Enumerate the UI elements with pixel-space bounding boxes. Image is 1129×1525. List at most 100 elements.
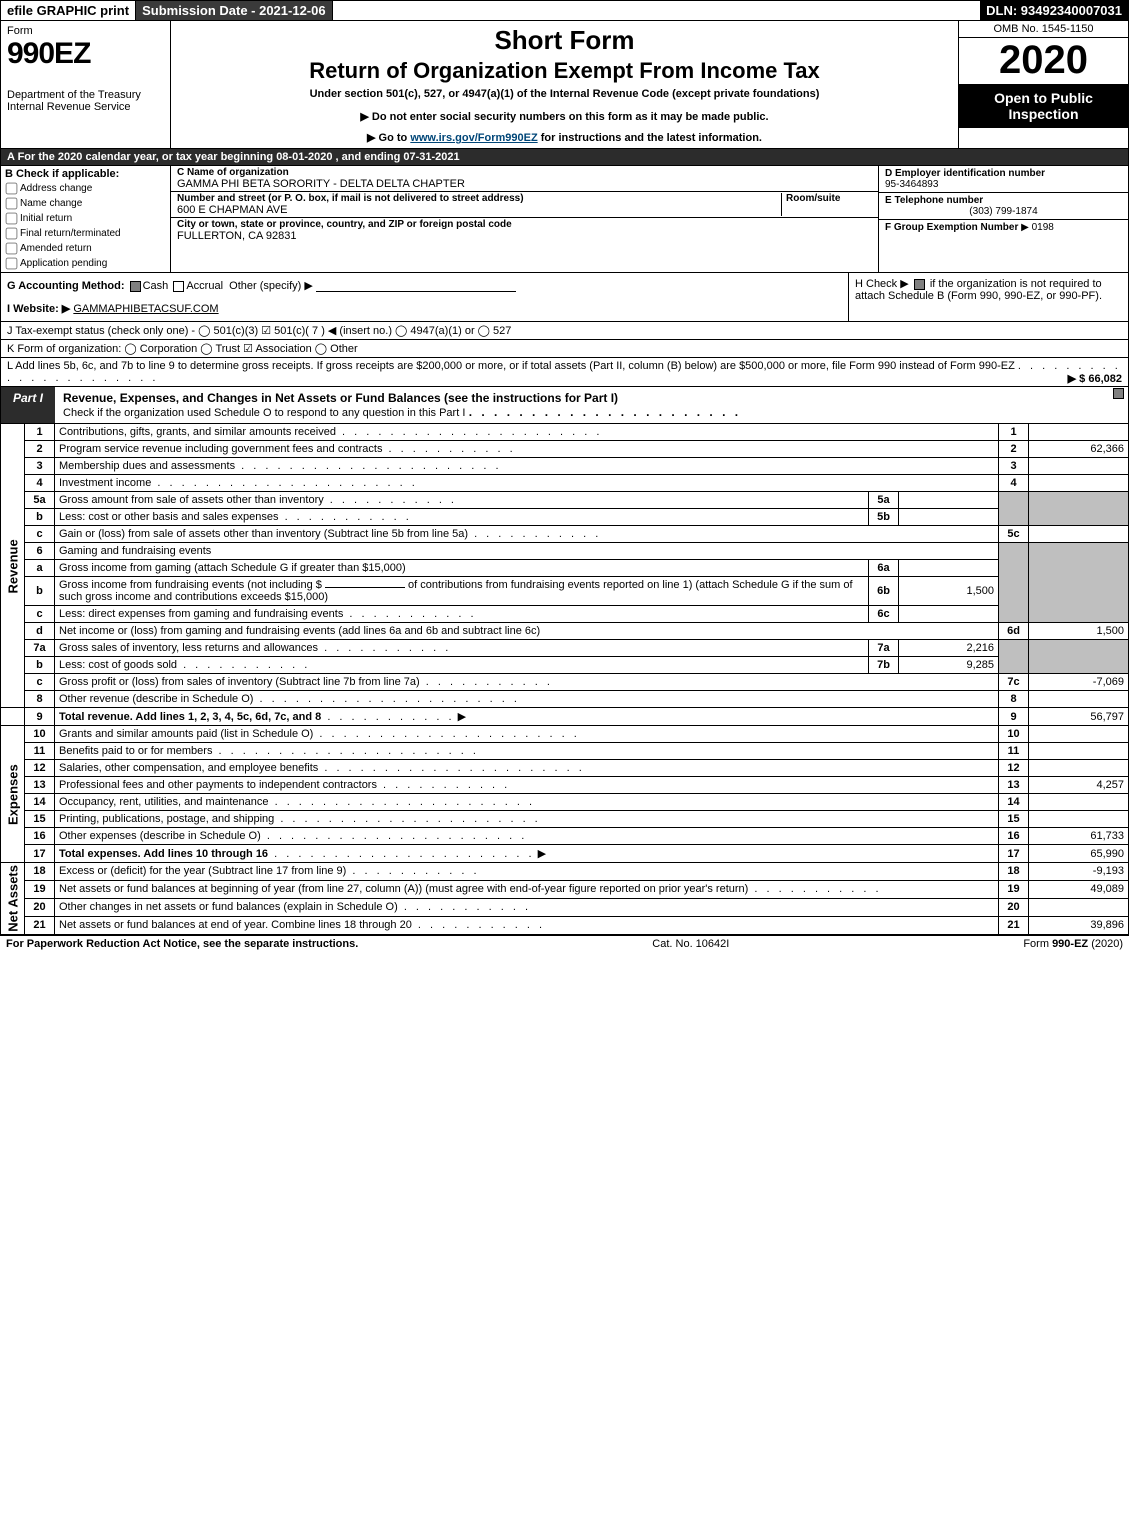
chk-name-change[interactable]: Name change: [5, 197, 166, 210]
r9-num: 9: [25, 708, 55, 726]
goto-pre: ▶ Go to: [367, 132, 410, 144]
r6c-num: c: [25, 606, 55, 623]
r6d-text: Net income or (loss) from gaming and fun…: [59, 625, 540, 637]
r10-col: 10: [999, 726, 1029, 743]
line-j: J Tax-exempt status (check only one) - ◯…: [0, 322, 1129, 340]
r1-col: 1: [999, 424, 1029, 441]
r6b-blank[interactable]: [325, 587, 405, 588]
box-b: B Check if applicable: Address change Na…: [1, 166, 171, 272]
r13-col: 13: [999, 777, 1029, 794]
form-header: Form 990EZ Department of the Treasury In…: [0, 21, 1129, 149]
r1-text: Contributions, gifts, grants, and simila…: [59, 426, 336, 438]
l-text: L Add lines 5b, 6c, and 7b to line 9 to …: [7, 360, 1015, 372]
org-block: B Check if applicable: Address change Na…: [0, 166, 1129, 273]
irs-link[interactable]: www.irs.gov/Form990EZ: [410, 132, 537, 144]
r7a-ml: 7a: [869, 640, 899, 657]
r21-amt: 39,896: [1029, 916, 1129, 934]
r7a-num: 7a: [25, 640, 55, 657]
footer-center: Cat. No. 10642I: [652, 938, 729, 950]
r9-amt: 56,797: [1029, 708, 1129, 726]
r3-amt: [1029, 458, 1129, 475]
r7ab-amt-shade: [1029, 640, 1129, 674]
r19-num: 19: [25, 880, 55, 898]
netassets-side-label: Net Assets: [1, 863, 25, 935]
r19-col: 19: [999, 880, 1029, 898]
r11-col: 11: [999, 743, 1029, 760]
phone-value: (303) 799-1874: [885, 206, 1122, 217]
form-word: Form: [7, 25, 164, 37]
r4-col: 4: [999, 475, 1029, 492]
r6-amt-shade: [1029, 543, 1129, 623]
r5ab-shade: [999, 492, 1029, 526]
efile-print-label[interactable]: efile GRAPHIC print: [1, 1, 136, 20]
r9-col: 9: [999, 708, 1029, 726]
r11-amt: [1029, 743, 1129, 760]
chk-schedule-b[interactable]: [914, 279, 925, 290]
r4-num: 4: [25, 475, 55, 492]
org-name: GAMMA PHI BETA SORORITY - DELTA DELTA CH…: [177, 178, 872, 190]
l-amount: ▶ $ 66,082: [1068, 372, 1122, 385]
r5b-ml: 5b: [869, 509, 899, 526]
tax-year: 2020: [959, 38, 1128, 84]
line-h: H Check ▶ if the organization is not req…: [848, 273, 1128, 321]
chk-address-change[interactable]: Address change: [5, 182, 166, 195]
room-label: Room/suite: [786, 193, 872, 204]
chk-final-return[interactable]: Final return/terminated: [5, 227, 166, 240]
r6d-amt: 1,500: [1029, 623, 1129, 640]
r6b-text1: Gross income from fundraising events (no…: [59, 579, 322, 591]
other-specify-field[interactable]: [316, 280, 516, 292]
r7c-text: Gross profit or (loss) from sales of inv…: [59, 676, 420, 688]
part1-tag: Part I: [1, 387, 55, 423]
r15-text: Printing, publications, postage, and shi…: [59, 813, 274, 825]
r21-col: 21: [999, 916, 1029, 934]
r8-col: 8: [999, 691, 1029, 708]
r20-num: 20: [25, 898, 55, 916]
chk-application-pending[interactable]: Application pending: [5, 257, 166, 270]
chk-accrual[interactable]: [173, 281, 184, 292]
revenue-side-label: Revenue: [1, 424, 25, 708]
r14-text: Occupancy, rent, utilities, and maintena…: [59, 796, 269, 808]
r7c-col: 7c: [999, 674, 1029, 691]
r17-text: Total expenses. Add lines 10 through 16: [59, 848, 268, 860]
r19-text: Net assets or fund balances at beginning…: [59, 883, 748, 895]
part1-checkbox[interactable]: [1108, 387, 1128, 423]
form-number: 990EZ: [7, 37, 164, 71]
r13-amt: 4,257: [1029, 777, 1129, 794]
r7c-num: c: [25, 674, 55, 691]
r2-col: 2: [999, 441, 1029, 458]
part1-table: Revenue 1 Contributions, gifts, grants, …: [0, 424, 1129, 935]
footer: For Paperwork Reduction Act Notice, see …: [0, 935, 1129, 952]
footer-right: Form 990-EZ (2020): [1023, 938, 1123, 950]
topbar-spacer: [333, 1, 981, 20]
r8-amt: [1029, 691, 1129, 708]
part1-check-note: Check if the organization used Schedule …: [63, 407, 465, 419]
city-label: City or town, state or province, country…: [177, 219, 872, 230]
r2-text: Program service revenue including govern…: [59, 443, 382, 455]
r1-num: 1: [25, 424, 55, 441]
dln-label: DLN: 93492340007031: [980, 1, 1128, 20]
r20-col: 20: [999, 898, 1029, 916]
r5a-num: 5a: [25, 492, 55, 509]
r6c-mv: [899, 606, 999, 623]
r7b-mv: 9,285: [899, 657, 999, 674]
r14-amt: [1029, 794, 1129, 811]
r10-num: 10: [25, 726, 55, 743]
r7a-mv: 2,216: [899, 640, 999, 657]
under-section: Under section 501(c), 527, or 4947(a)(1)…: [179, 88, 950, 100]
chk-cash[interactable]: [130, 281, 141, 292]
street-label: Number and street (or P. O. box, if mail…: [177, 193, 777, 204]
footer-left: For Paperwork Reduction Act Notice, see …: [6, 938, 358, 950]
part1-dots: [469, 405, 741, 419]
chk-initial-return[interactable]: Initial return: [5, 212, 166, 225]
r6b-ml: 6b: [869, 577, 899, 606]
r5b-text: Less: cost or other basis and sales expe…: [59, 511, 279, 523]
i-label: I Website: ▶: [7, 303, 70, 315]
r6c-ml: 6c: [869, 606, 899, 623]
ssn-warning: ▶ Do not enter social security numbers o…: [179, 110, 950, 123]
r18-text: Excess or (deficit) for the year (Subtra…: [59, 865, 346, 877]
cash-label: Cash: [143, 280, 169, 292]
r4-text: Investment income: [59, 477, 151, 489]
r14-col: 14: [999, 794, 1029, 811]
top-bar: efile GRAPHIC print Submission Date - 20…: [0, 0, 1129, 21]
chk-amended-return[interactable]: Amended return: [5, 242, 166, 255]
